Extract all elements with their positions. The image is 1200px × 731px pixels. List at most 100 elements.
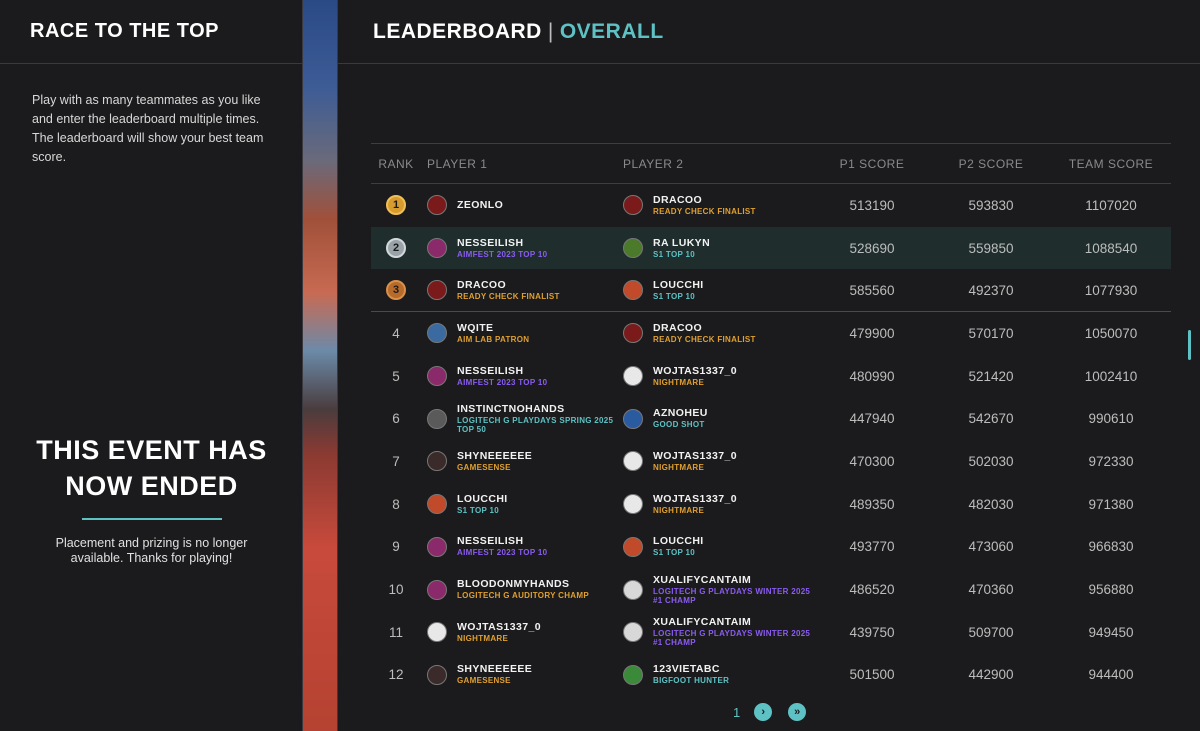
player-name[interactable]: RA LUKYN <box>653 236 711 249</box>
table-row[interactable]: 2 NESSEILISH AIMFEST 2023 TOP 10 RA LUKYN S1… <box>371 226 1171 270</box>
table-row[interactable]: 9 NESSEILISH AIMFEST 2023 TOP 10 LOUCCHI S1 … <box>371 526 1171 569</box>
avatar[interactable] <box>623 323 643 344</box>
player-name[interactable]: WOJTAS1337_0 <box>653 492 737 505</box>
player-name[interactable]: INSTINCTNOHANDS <box>457 402 565 415</box>
player2-cell[interactable]: 123VIETABC BIGFOOT HUNTER <box>617 664 813 685</box>
avatar[interactable] <box>623 238 643 259</box>
player-name[interactable]: LOUCCHI <box>653 278 704 291</box>
chevron-right-icon[interactable]: › <box>754 703 773 721</box>
scrollbar-thumb[interactable] <box>1188 330 1191 360</box>
player1-cell[interactable]: ZEONLO <box>421 195 617 216</box>
player-info: WOJTAS1337_0 NIGHTMARE <box>653 449 737 472</box>
player2-cell[interactable]: AZNOHEU GOOD SHOT <box>617 408 813 429</box>
avatar[interactable] <box>623 451 643 472</box>
player2-cell[interactable]: XUALIFYCANTAIM LOGITECH G PLAYDAYS WINTER… <box>617 573 813 605</box>
table-row[interactable]: 3 DRACOO READY CHECK FINALIST LOUCCHI S1 TOP… <box>371 269 1171 313</box>
player2-cell[interactable]: LOUCCHI S1 TOP 10 <box>617 536 813 557</box>
player-name[interactable]: XUALIFYCANTAIM <box>653 573 752 586</box>
table-row[interactable]: 11 WOJTAS1337_0 NIGHTMARE XUALIFYCANTAIM LOG… <box>371 611 1171 654</box>
avatar[interactable] <box>427 494 447 515</box>
player-title-badge: NIGHTMARE <box>653 505 705 515</box>
table-row[interactable]: 10 BLOODONMYHANDS LOGITECH G AUDITORY CHAM… <box>371 568 1171 611</box>
avatar[interactable] <box>623 280 643 301</box>
player1-cell[interactable]: INSTINCTNOHANDS LOGITECH G PLAYDAYS SPRIN… <box>421 402 617 434</box>
player-info: ZEONLO <box>457 198 504 211</box>
avatar[interactable] <box>427 366 447 387</box>
player-name[interactable]: NESSEILISH <box>457 535 524 548</box>
player-name[interactable]: SHYNEEEEEE <box>457 449 533 462</box>
player1-cell[interactable]: NESSEILISH AIMFEST 2023 TOP 10 <box>421 536 617 557</box>
player2-cell[interactable]: WOJTAS1337_0 NIGHTMARE <box>617 364 813 387</box>
player-name[interactable]: NESSEILISH <box>457 364 524 377</box>
player1-cell[interactable]: LOUCCHI S1 TOP 10 <box>421 492 617 515</box>
player-name[interactable]: SHYNEEEEEE <box>457 663 533 676</box>
player-name[interactable]: WOJTAS1337_0 <box>653 364 737 377</box>
player1-cell[interactable]: WOJTAS1337_0 NIGHTMARE <box>421 620 617 643</box>
player-name[interactable]: WOJTAS1337_0 <box>457 620 541 633</box>
player1-cell[interactable]: DRACOO READY CHECK FINALIST <box>421 278 617 301</box>
p2-score: 502030 <box>968 453 1014 469</box>
event-ended-title: THIS EVENT HAS NOW ENDED <box>36 435 267 501</box>
avatar[interactable] <box>623 408 643 429</box>
table-row[interactable]: 5 NESSEILISH AIMFEST 2023 TOP 10 WOJTAS1337… <box>371 355 1171 398</box>
player2-cell[interactable]: DRACOO READY CHECK FINALIST <box>617 193 813 216</box>
player-name[interactable]: WOJTAS1337_0 <box>653 449 737 462</box>
avatar[interactable] <box>623 494 643 515</box>
avatar[interactable] <box>427 195 447 216</box>
player-name[interactable]: LOUCCHI <box>457 492 508 505</box>
avatar[interactable] <box>427 536 447 557</box>
player-name[interactable]: LOUCCHI <box>653 535 704 548</box>
player1-cell[interactable]: WQITE AIM LAB PATRON <box>421 321 617 344</box>
avatar[interactable] <box>427 408 447 429</box>
avatar[interactable] <box>623 536 643 557</box>
avatar[interactable] <box>427 622 447 643</box>
avatar[interactable] <box>427 664 447 685</box>
avatar[interactable] <box>623 664 643 685</box>
player-name[interactable]: ZEONLO <box>457 198 504 211</box>
leaderboard-title: LEADERBOARD <box>373 19 542 43</box>
table-row[interactable]: 12 SHYNEEEEEE GAMESENSE 123VIETABC BIGFOOT H… <box>371 654 1171 693</box>
player-name[interactable]: WQITE <box>457 321 494 334</box>
player-name[interactable]: DRACOO <box>653 321 703 334</box>
avatar[interactable] <box>623 366 643 387</box>
player-name[interactable]: 123VIETABC <box>653 663 720 676</box>
player1-cell[interactable]: BLOODONMYHANDS LOGITECH G AUDITORY CHAMP <box>421 579 617 600</box>
avatar[interactable] <box>427 238 447 259</box>
player2-cell[interactable]: WOJTAS1337_0 NIGHTMARE <box>617 449 813 472</box>
player2-cell[interactable]: LOUCCHI S1 TOP 10 <box>617 278 813 301</box>
player-name[interactable]: DRACOO <box>653 193 703 206</box>
player1-cell[interactable]: NESSEILISH AIMFEST 2023 TOP 10 <box>421 364 617 387</box>
player1-cell[interactable]: NESSEILISH AIMFEST 2023 TOP 10 <box>421 236 617 259</box>
player-title-badge: AIM LAB PATRON <box>457 334 530 344</box>
double-chevron-right-icon[interactable]: » <box>788 703 807 721</box>
page-number[interactable]: 1 <box>733 704 741 720</box>
player2-cell[interactable]: RA LUKYN S1 TOP 10 <box>617 236 813 259</box>
player1-cell[interactable]: SHYNEEEEEE GAMESENSE <box>421 449 617 472</box>
player2-cell[interactable]: XUALIFYCANTAIM LOGITECH G PLAYDAYS WINTER… <box>617 617 813 647</box>
table-row[interactable]: 4 WQITE AIM LAB PATRON DRACOO READY CHECK FI… <box>371 312 1171 355</box>
player-name[interactable]: AZNOHEU <box>653 407 708 420</box>
table-row[interactable]: 7 SHYNEEEEEE GAMESENSE WOJTAS1337_0 NIGHTMAR… <box>371 440 1171 483</box>
avatar[interactable] <box>427 451 447 472</box>
avatar[interactable] <box>623 579 643 600</box>
avatar[interactable] <box>427 579 447 600</box>
player-info: RA LUKYN S1 TOP 10 <box>653 236 711 259</box>
table-row[interactable]: 6 INSTINCTNOHANDS LOGITECH G PLAYDAYS SPRI… <box>371 397 1171 440</box>
avatar[interactable] <box>623 622 643 643</box>
player-name[interactable]: NESSEILISH <box>457 236 524 249</box>
player2-cell[interactable]: DRACOO READY CHECK FINALIST <box>617 321 813 344</box>
rank-cell: 8 <box>371 497 421 512</box>
player2-cell[interactable]: WOJTAS1337_0 NIGHTMARE <box>617 492 813 515</box>
player-name[interactable]: XUALIFYCANTAIM <box>653 616 752 629</box>
player-name[interactable]: DRACOO <box>457 278 507 291</box>
avatar[interactable] <box>427 280 447 301</box>
player-name[interactable]: BLOODONMYHANDS <box>457 578 570 591</box>
avatar[interactable] <box>623 195 643 216</box>
table-row[interactable]: 1 ZEONLO DRACOO READY CHECK FINALIST 513190 5… <box>371 184 1171 227</box>
player1-cell[interactable]: SHYNEEEEEE GAMESENSE <box>421 664 617 685</box>
table-row[interactable]: 8 LOUCCHI S1 TOP 10 WOJTAS1337_0 NIGHTMARE 48… <box>371 483 1171 526</box>
player-title-badge: LOGITECH G PLAYDAYS WINTER 2025 #1 CHAMP <box>653 629 811 648</box>
team-score: 971380 <box>1088 496 1134 512</box>
player-info: DRACOO READY CHECK FINALIST <box>653 321 756 344</box>
avatar[interactable] <box>427 323 447 344</box>
